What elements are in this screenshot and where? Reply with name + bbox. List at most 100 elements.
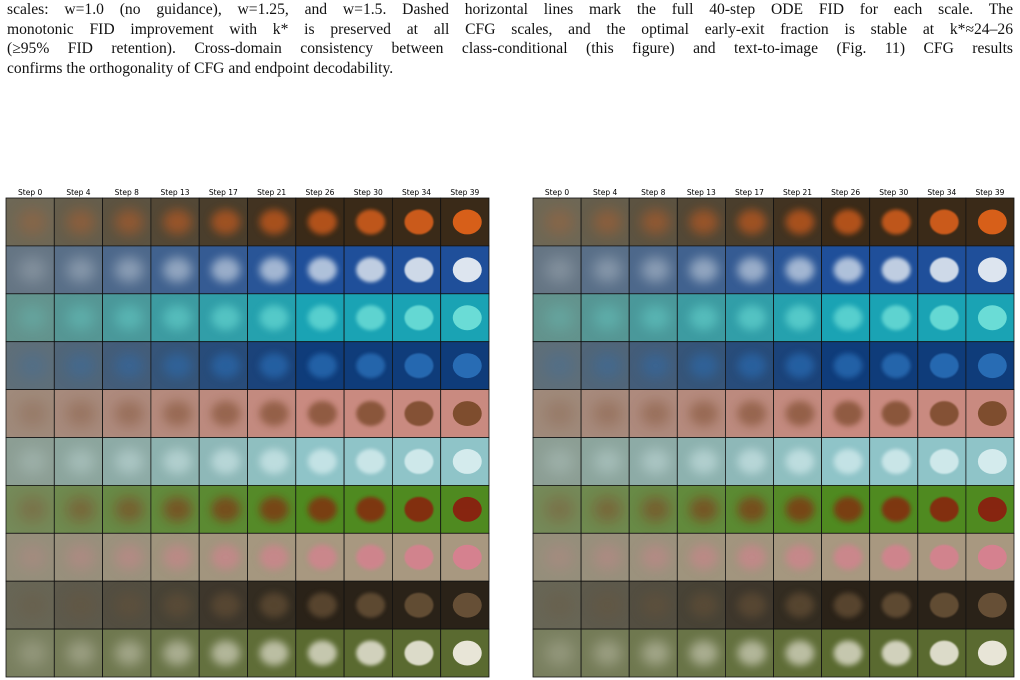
image-tile bbox=[295, 533, 345, 582]
image-grid: Step 0 Step 4 Step 8 Step 13 Step 17 Step 21 S… bbox=[5, 188, 490, 678]
image-tile bbox=[150, 437, 200, 486]
image-tile bbox=[773, 629, 822, 677]
image-tile bbox=[102, 437, 151, 486]
image-tile bbox=[54, 293, 103, 342]
image-tile bbox=[440, 437, 489, 486]
image-tile bbox=[392, 437, 441, 486]
image-tile bbox=[821, 198, 870, 246]
image-tile bbox=[533, 437, 582, 486]
image-tile bbox=[6, 533, 55, 582]
image-tile bbox=[247, 198, 296, 246]
image-tile bbox=[965, 198, 1014, 246]
step-label: Step 30 bbox=[879, 188, 908, 197]
image-tile bbox=[440, 341, 489, 390]
image-tile bbox=[344, 437, 393, 486]
image-tile bbox=[869, 533, 918, 582]
image-tile bbox=[965, 389, 1014, 438]
image-tile bbox=[102, 198, 151, 246]
image-tile bbox=[6, 629, 55, 677]
image-tile bbox=[344, 581, 393, 630]
image-tile bbox=[917, 533, 966, 582]
image-tile bbox=[392, 389, 441, 438]
image-tile bbox=[247, 341, 296, 390]
image-tile bbox=[917, 389, 966, 438]
image-tile bbox=[581, 533, 630, 582]
image-tile bbox=[54, 198, 103, 246]
image-tile bbox=[440, 485, 489, 534]
image-tile bbox=[677, 581, 726, 630]
image-tile bbox=[677, 245, 726, 294]
step-label: Step 0 bbox=[18, 188, 42, 197]
image-tile bbox=[821, 581, 870, 630]
caption-line: scales: w=1.0 (no guidance), w=1.25, and… bbox=[7, 1, 1013, 18]
image-tile bbox=[199, 245, 248, 294]
image-tile bbox=[965, 581, 1014, 630]
step-label: Step 13 bbox=[687, 188, 716, 197]
image-tile bbox=[773, 389, 822, 438]
image-tile bbox=[725, 389, 774, 438]
image-tile bbox=[150, 245, 200, 294]
image-tile bbox=[440, 245, 489, 294]
image-tile bbox=[917, 341, 966, 390]
image-tile bbox=[965, 437, 1014, 486]
image-tile bbox=[869, 629, 918, 677]
image-tile bbox=[150, 198, 200, 246]
image-tile bbox=[581, 581, 630, 630]
image-tile bbox=[725, 198, 774, 246]
image-tile bbox=[533, 629, 582, 677]
image-tile bbox=[54, 245, 103, 294]
image-tile bbox=[102, 533, 151, 582]
image-tile bbox=[725, 485, 774, 534]
image-tile bbox=[533, 198, 582, 246]
image-tile bbox=[392, 245, 441, 294]
image-tile bbox=[295, 581, 345, 630]
image-tile bbox=[199, 198, 248, 246]
image-tile bbox=[295, 629, 345, 677]
image-tile bbox=[869, 293, 918, 342]
image-tile bbox=[102, 341, 151, 390]
image-tile bbox=[629, 341, 678, 390]
image-tile bbox=[773, 198, 822, 246]
image-tile bbox=[6, 341, 55, 390]
step-label: Step 21 bbox=[783, 188, 812, 197]
image-tile bbox=[247, 485, 296, 534]
step-label: Step 4 bbox=[593, 188, 617, 197]
image-tile bbox=[54, 581, 103, 630]
image-tile bbox=[629, 533, 678, 582]
image-tile bbox=[295, 485, 345, 534]
image-tile bbox=[199, 629, 248, 677]
step-label: Step 26 bbox=[831, 188, 860, 197]
image-tile bbox=[677, 485, 726, 534]
image-tile bbox=[965, 341, 1014, 390]
image-tile bbox=[6, 389, 55, 438]
image-tile bbox=[6, 245, 55, 294]
image-tile bbox=[821, 293, 870, 342]
caption-line: monotonic FID improvement with k* is pre… bbox=[7, 20, 1013, 38]
image-tile bbox=[725, 437, 774, 486]
image-tile bbox=[677, 198, 726, 246]
image-tile bbox=[440, 293, 489, 342]
image-tile bbox=[677, 629, 726, 677]
image-tile bbox=[869, 389, 918, 438]
image-tile bbox=[54, 341, 103, 390]
image-tile bbox=[773, 533, 822, 582]
image-tile bbox=[629, 485, 678, 534]
image-tile bbox=[6, 485, 55, 534]
image-tile bbox=[344, 245, 393, 294]
caption-line: confirms the orthogonality of CFG and en… bbox=[7, 59, 394, 77]
image-tile bbox=[102, 629, 151, 677]
image-tile bbox=[344, 629, 393, 677]
image-tile bbox=[199, 341, 248, 390]
image-tile bbox=[725, 341, 774, 390]
image-tile bbox=[581, 485, 630, 534]
image-tile bbox=[392, 341, 441, 390]
image-tile bbox=[725, 629, 774, 677]
image-tile bbox=[344, 341, 393, 390]
image-tile bbox=[917, 293, 966, 342]
image-tile bbox=[629, 389, 678, 438]
image-tile bbox=[533, 389, 582, 438]
image-tile bbox=[677, 533, 726, 582]
image-tile bbox=[965, 533, 1014, 582]
image-tile bbox=[199, 293, 248, 342]
